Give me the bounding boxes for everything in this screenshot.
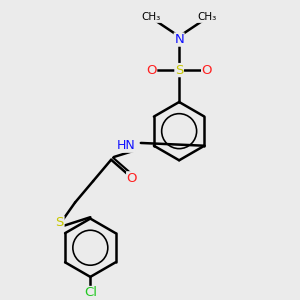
Text: Cl: Cl (84, 286, 97, 299)
Text: O: O (146, 64, 157, 76)
Text: S: S (56, 216, 64, 229)
Text: O: O (202, 64, 212, 76)
Text: O: O (127, 172, 137, 185)
Text: S: S (175, 64, 183, 76)
Text: HN: HN (116, 139, 135, 152)
Text: CH₃: CH₃ (197, 12, 217, 22)
Text: CH₃: CH₃ (142, 12, 161, 22)
Text: N: N (174, 33, 184, 46)
